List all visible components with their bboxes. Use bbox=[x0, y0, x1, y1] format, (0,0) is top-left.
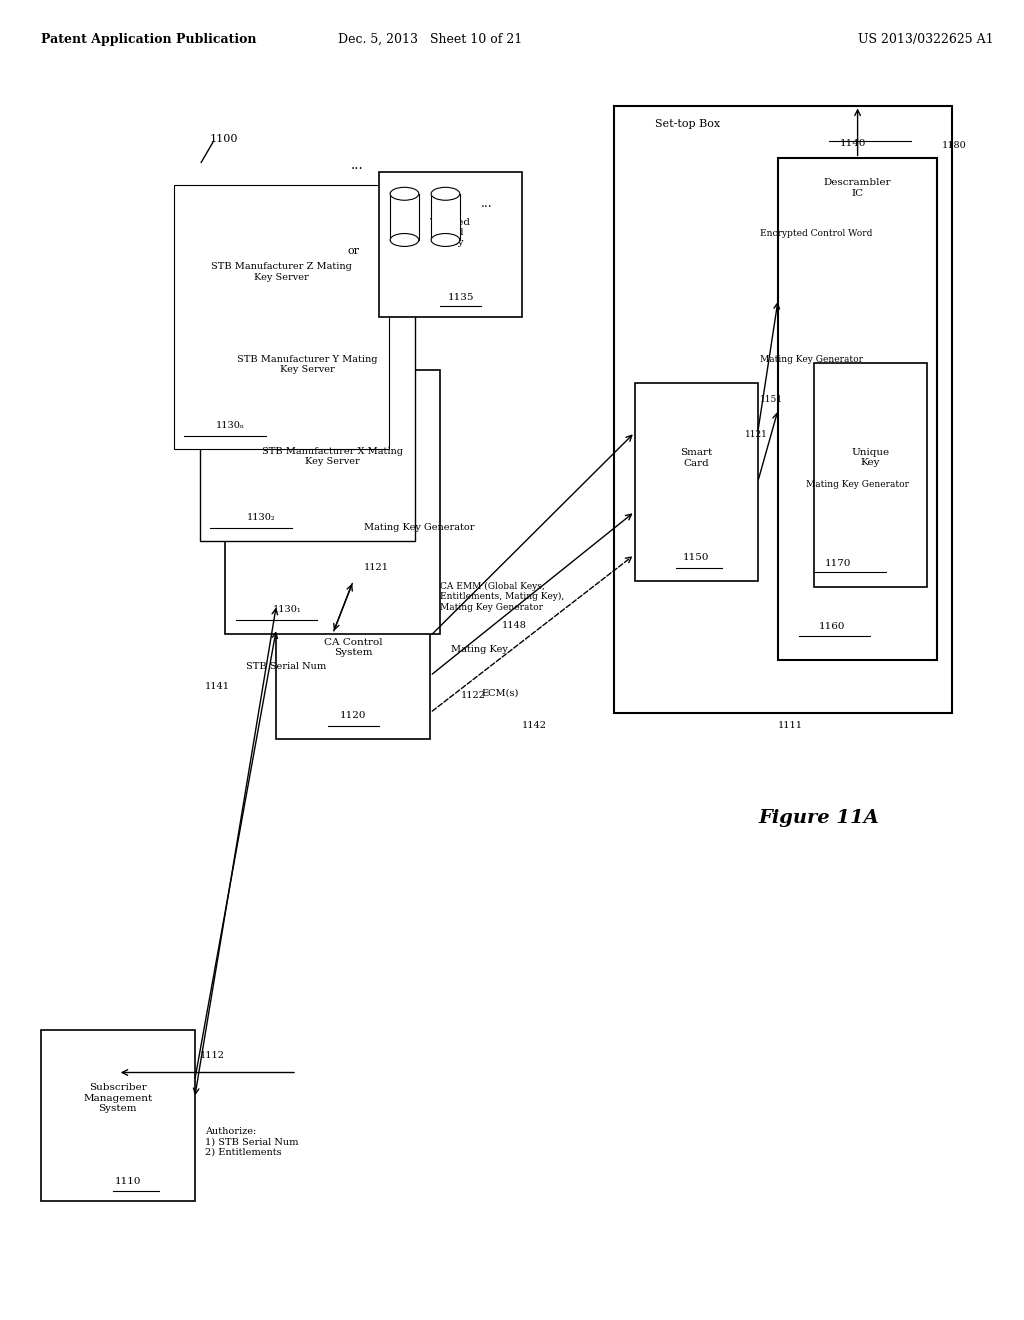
FancyBboxPatch shape bbox=[614, 106, 952, 713]
Text: Encrypted Control Word: Encrypted Control Word bbox=[760, 230, 872, 238]
Text: Mating Key Generator: Mating Key Generator bbox=[806, 480, 909, 488]
Text: or: or bbox=[347, 247, 359, 256]
FancyBboxPatch shape bbox=[200, 277, 415, 541]
Text: 1122: 1122 bbox=[461, 692, 485, 700]
Text: 1120: 1120 bbox=[340, 711, 367, 719]
Text: CA Control
System: CA Control System bbox=[324, 638, 383, 657]
Text: 1112: 1112 bbox=[200, 1051, 224, 1060]
Text: STB Manufacturer Y Mating
Key Server: STB Manufacturer Y Mating Key Server bbox=[237, 355, 378, 374]
Text: Mating Key: Mating Key bbox=[451, 645, 508, 653]
Text: 1148: 1148 bbox=[502, 620, 526, 630]
Text: Trusted
Third
Party: Trusted Third Party bbox=[430, 218, 471, 247]
Text: 1130₁: 1130₁ bbox=[272, 606, 301, 614]
Text: Mating Key Generator: Mating Key Generator bbox=[364, 524, 474, 532]
Text: 1180: 1180 bbox=[942, 141, 967, 149]
Text: ...: ... bbox=[350, 157, 364, 172]
Text: ECM(s): ECM(s) bbox=[481, 689, 518, 697]
Text: Set-top Box: Set-top Box bbox=[655, 119, 721, 129]
Text: 1160: 1160 bbox=[819, 622, 846, 631]
FancyBboxPatch shape bbox=[390, 194, 419, 240]
FancyBboxPatch shape bbox=[225, 370, 440, 634]
Text: 1142: 1142 bbox=[522, 722, 547, 730]
Text: Smart
Card: Smart Card bbox=[680, 449, 713, 467]
FancyBboxPatch shape bbox=[174, 185, 389, 449]
Text: Unique
Key: Unique Key bbox=[851, 447, 890, 467]
Text: Mating Key Generator: Mating Key Generator bbox=[760, 355, 863, 363]
Text: Figure 11A: Figure 11A bbox=[759, 809, 880, 828]
Text: 1135: 1135 bbox=[447, 293, 474, 301]
Text: Dec. 5, 2013   Sheet 10 of 21: Dec. 5, 2013 Sheet 10 of 21 bbox=[338, 33, 522, 46]
FancyBboxPatch shape bbox=[431, 194, 460, 240]
Text: 1130ₙ: 1130ₙ bbox=[216, 421, 245, 429]
Text: Authorize:
1) STB Serial Num
2) Entitlements: Authorize: 1) STB Serial Num 2) Entitlem… bbox=[205, 1127, 298, 1156]
Text: ...: ... bbox=[480, 197, 493, 210]
Text: 1121: 1121 bbox=[745, 430, 768, 438]
Ellipse shape bbox=[431, 234, 460, 247]
Text: 1140: 1140 bbox=[840, 139, 866, 148]
FancyBboxPatch shape bbox=[814, 363, 927, 587]
Text: Subscriber
Management
System: Subscriber Management System bbox=[83, 1084, 153, 1113]
FancyBboxPatch shape bbox=[41, 1030, 195, 1201]
Text: CA EMM (Global Keys,
Entitlements, Mating Key),
Mating Key Generator: CA EMM (Global Keys, Entitlements, Matin… bbox=[440, 582, 564, 611]
Text: Descrambler
IC: Descrambler IC bbox=[823, 178, 892, 198]
Text: 1111: 1111 bbox=[778, 722, 803, 730]
Ellipse shape bbox=[431, 187, 460, 201]
Text: 1150: 1150 bbox=[683, 553, 710, 561]
Text: 1100: 1100 bbox=[210, 133, 239, 144]
Text: STB Manufacturer Z Mating
Key Server: STB Manufacturer Z Mating Key Server bbox=[211, 263, 352, 281]
FancyBboxPatch shape bbox=[379, 172, 522, 317]
Text: 1151: 1151 bbox=[760, 395, 783, 404]
Ellipse shape bbox=[390, 187, 419, 201]
FancyBboxPatch shape bbox=[778, 158, 937, 660]
Ellipse shape bbox=[390, 234, 419, 247]
Text: STB Manufacturer X Mating
Key Server: STB Manufacturer X Mating Key Server bbox=[262, 447, 403, 466]
Text: 1110: 1110 bbox=[115, 1177, 141, 1185]
FancyBboxPatch shape bbox=[635, 383, 758, 581]
Text: 1170: 1170 bbox=[824, 558, 851, 568]
Text: 1141: 1141 bbox=[205, 682, 229, 690]
Text: US 2013/0322625 A1: US 2013/0322625 A1 bbox=[858, 33, 993, 46]
FancyBboxPatch shape bbox=[276, 581, 430, 739]
Text: Patent Application Publication: Patent Application Publication bbox=[41, 33, 256, 46]
Text: STB Serial Num: STB Serial Num bbox=[246, 663, 326, 671]
Text: 1130₂: 1130₂ bbox=[247, 513, 275, 521]
Text: 1121: 1121 bbox=[364, 564, 388, 572]
